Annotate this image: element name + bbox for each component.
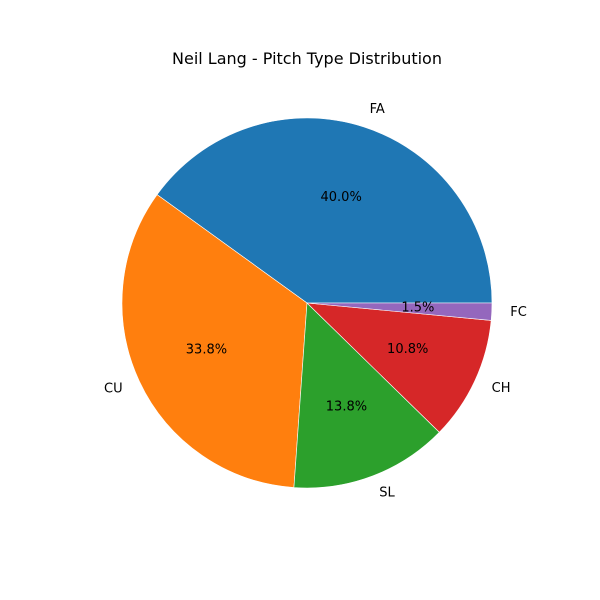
pie-slices: [121, 117, 493, 489]
percent-label-cu: 33.8%: [186, 342, 227, 357]
category-label-fc: FC: [510, 305, 527, 320]
pie-slice-fa: [156, 117, 493, 304]
pie-labels: FA 40.0% CU 33.8% SL 13.8% CH 10.8% FC 1.5%: [104, 102, 527, 501]
percent-label-fa: 40.0%: [321, 190, 362, 205]
pie-slice-fc: [306, 302, 493, 321]
percent-label-fc: 1.5%: [401, 301, 434, 316]
pie-slice-sl: [293, 302, 440, 489]
percent-label-ch: 10.8%: [387, 342, 428, 357]
percent-label-sl: 13.8%: [326, 399, 367, 414]
chart-title: Neil Lang - Pitch Type Distribution: [172, 49, 442, 68]
category-label-cu: CU: [104, 382, 123, 397]
pie-slice-ch: [306, 302, 492, 433]
category-label-sl: SL: [379, 486, 395, 501]
pie-slice-cu: [121, 194, 308, 488]
category-label-fa: FA: [370, 102, 385, 117]
category-label-ch: CH: [492, 381, 511, 396]
